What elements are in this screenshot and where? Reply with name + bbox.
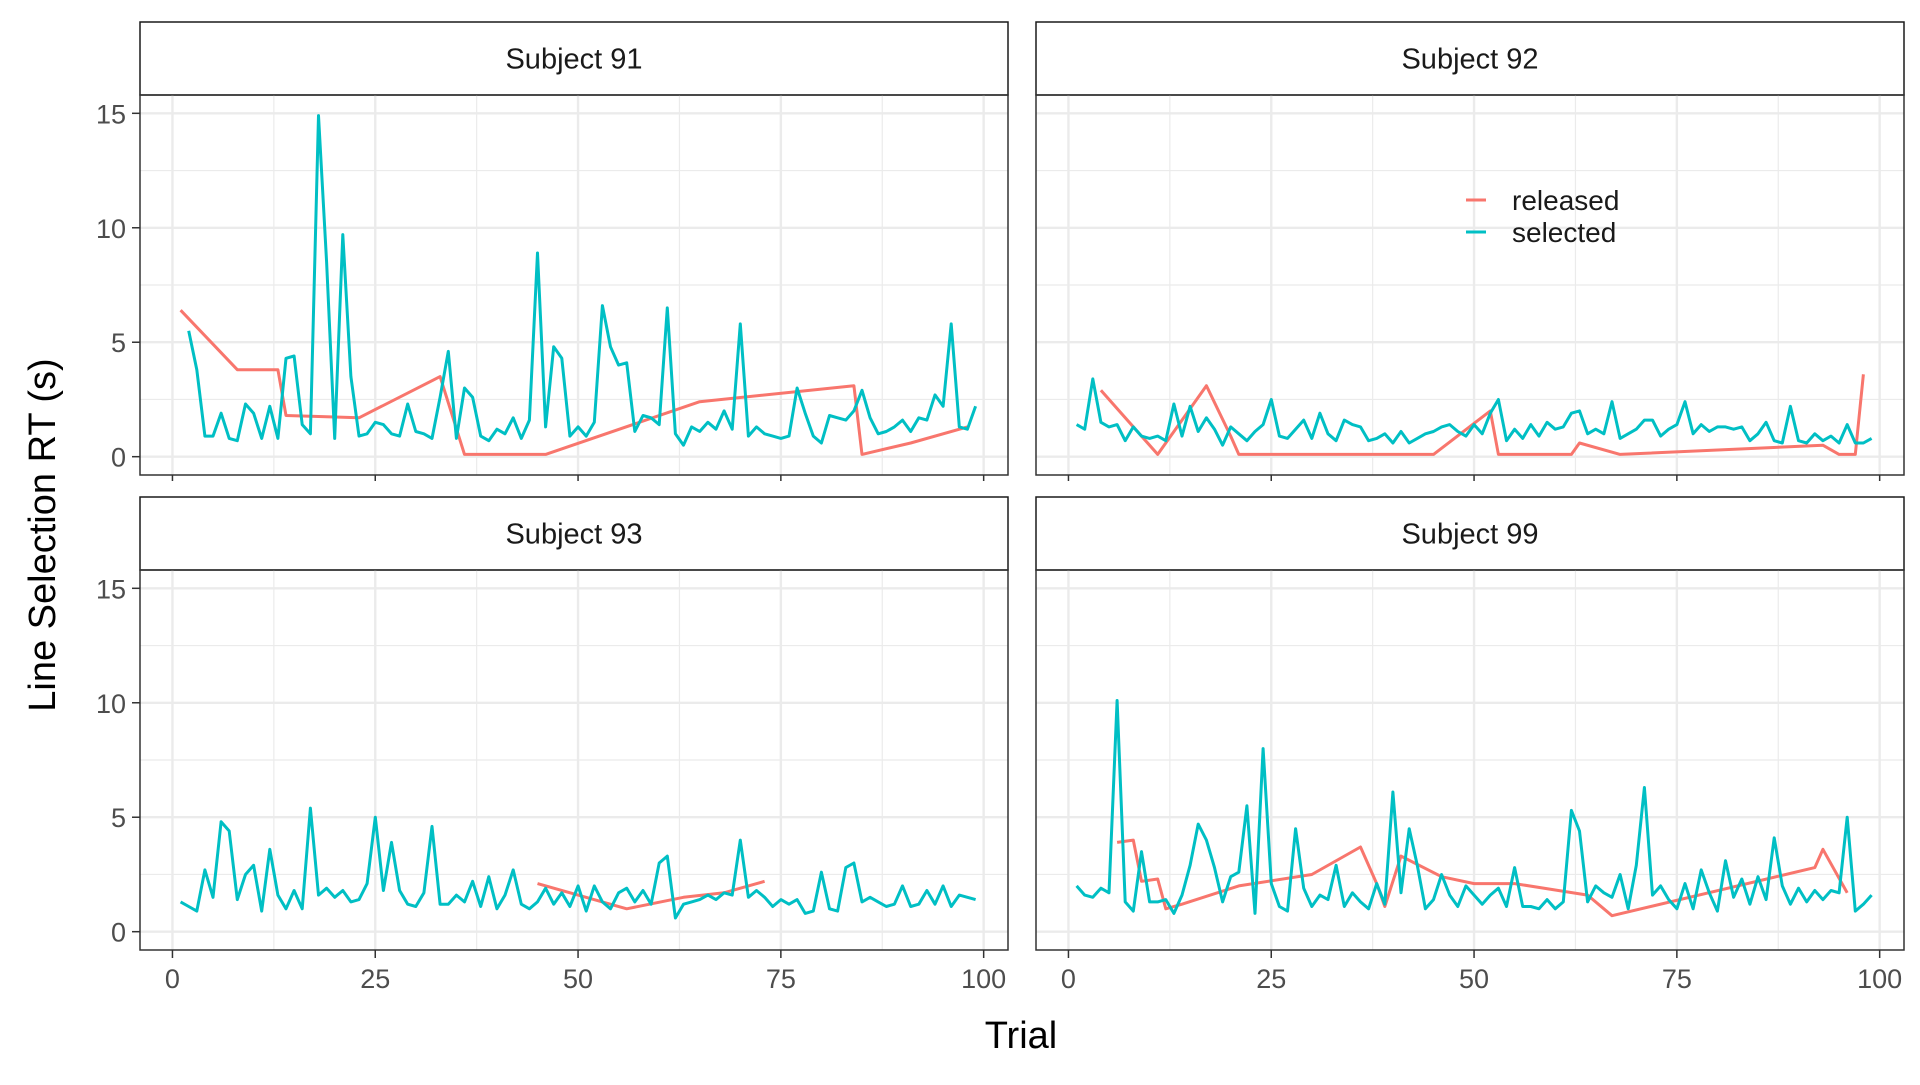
facet-strip	[139, 21, 1009, 96]
y-tick-label: 5	[111, 803, 126, 833]
y-tick-label: 5	[111, 328, 126, 358]
y-axis-title: Line Selection RT (s)	[22, 358, 64, 711]
legend-label-released: released	[1512, 185, 1619, 216]
panel-border	[139, 94, 1009, 476]
y-tick-label: 0	[111, 918, 126, 948]
facet-strip	[1035, 496, 1905, 571]
y-tick-label: 15	[96, 574, 126, 604]
series-line-selected	[179, 806, 977, 920]
y-tick-label: 0	[111, 443, 126, 473]
legend-label-selected: selected	[1512, 217, 1616, 248]
x-tick-label: 50	[1459, 964, 1489, 994]
panel-border	[1035, 94, 1905, 476]
facet-title: Subject 99	[1401, 519, 1538, 551]
x-tick-label: 100	[961, 964, 1006, 994]
facet-title: Subject 91	[505, 44, 642, 76]
x-tick-label: 100	[1857, 964, 1902, 994]
y-tick-label: 10	[96, 689, 126, 719]
series-line-released	[537, 879, 766, 911]
facet-title: Subject 92	[1401, 44, 1538, 76]
series-line-released	[179, 309, 968, 456]
series-line-released	[1099, 374, 1865, 456]
y-tick-label: 10	[96, 214, 126, 244]
y-tick-label: 15	[96, 99, 126, 129]
panel-subject-99: Subject 99 0 25 50 75 100	[1035, 496, 1905, 994]
series-line-selected	[1075, 377, 1873, 447]
x-tick-label: 50	[563, 964, 593, 994]
x-tick-label: 0	[165, 964, 180, 994]
facet-strip	[139, 496, 1009, 571]
x-tick-label: 75	[1662, 964, 1692, 994]
panel-border	[1035, 569, 1905, 951]
panel-subject-92: Subject 92	[1035, 21, 1905, 481]
x-tick-label: 0	[1061, 964, 1076, 994]
x-tick-label: 75	[766, 964, 796, 994]
panel-border	[139, 569, 1009, 951]
x-axis-title: Trial	[985, 1015, 1057, 1057]
x-tick-label: 25	[1256, 964, 1286, 994]
series-line-selected	[1075, 699, 1873, 915]
x-tick-label: 25	[360, 964, 390, 994]
series-line-selected	[187, 114, 978, 447]
facet-title: Subject 93	[505, 519, 642, 551]
facet-strip	[1035, 21, 1905, 96]
panel-subject-91: Subject 91 0 5 10 15	[96, 21, 1009, 481]
panel-subject-93: Subject 93 0 5 10 15 0 25 50 75 100	[96, 496, 1009, 994]
